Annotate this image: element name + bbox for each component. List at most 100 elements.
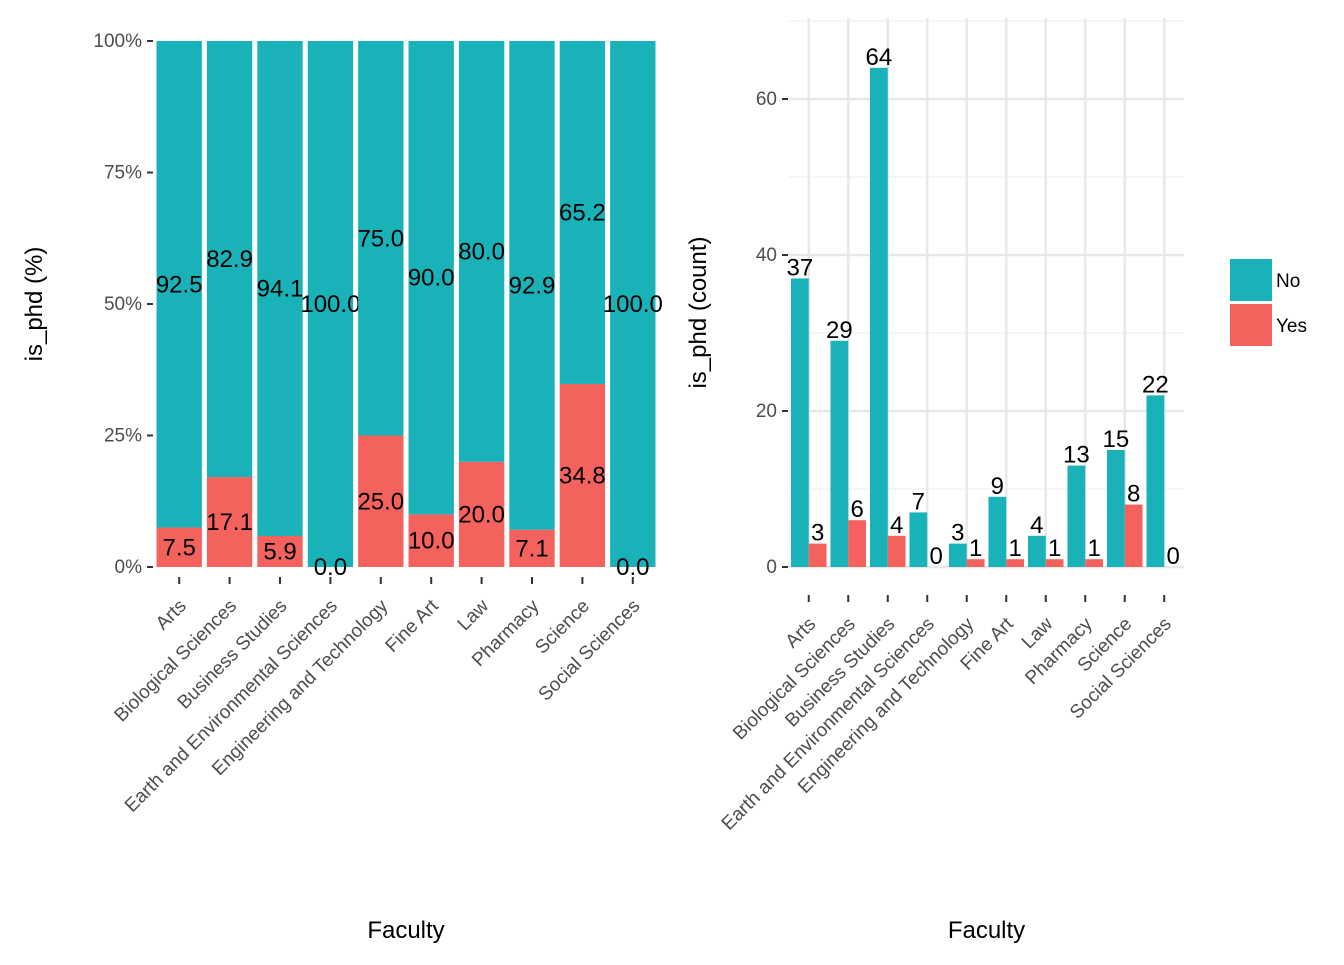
data-label-yes: 7.1 xyxy=(515,535,548,562)
legend-swatch xyxy=(1230,304,1272,346)
bar-no xyxy=(156,41,202,528)
data-label-yes: 1 xyxy=(1048,535,1061,562)
x-tick-label: Earth and Environmental Sciences xyxy=(121,596,342,817)
legend-label: Yes xyxy=(1276,316,1307,337)
data-label-yes: 1 xyxy=(1087,535,1100,562)
y-tick-label: 100% xyxy=(93,31,142,52)
bar-yes xyxy=(559,383,606,567)
data-label-no: 15 xyxy=(1103,426,1130,453)
data-label-yes: 0.0 xyxy=(314,554,347,581)
y-tick-label: 0% xyxy=(115,557,143,578)
data-label-no: 9 xyxy=(991,473,1004,500)
data-label-no: 13 xyxy=(1063,442,1090,469)
bar-no xyxy=(830,340,849,567)
data-label-yes: 5.9 xyxy=(263,538,296,565)
bar-no xyxy=(307,41,354,567)
bar-no xyxy=(257,41,303,536)
bar-no xyxy=(1106,450,1125,567)
data-label-yes: 0.0 xyxy=(616,554,649,581)
data-label-no: 64 xyxy=(866,44,893,71)
bar-yes xyxy=(458,461,505,567)
data-label-yes: 34.8 xyxy=(559,462,606,489)
bar-yes xyxy=(1006,559,1025,567)
data-label-yes: 25.0 xyxy=(357,488,404,515)
bar-yes xyxy=(1045,559,1064,567)
bar-yes xyxy=(257,535,303,567)
bar-no xyxy=(869,67,888,568)
x-tick-label: Law xyxy=(454,595,494,635)
data-label-no: 37 xyxy=(787,254,814,281)
bar-yes xyxy=(1085,559,1104,567)
data-label-no: 94.1 xyxy=(257,275,304,302)
data-label-yes: 1 xyxy=(1008,535,1021,562)
data-label-yes: 6 xyxy=(850,496,863,523)
y-tick-label: 60 xyxy=(756,89,777,110)
data-label-yes: 3 xyxy=(811,520,824,547)
bar-no xyxy=(948,543,967,567)
legend: No Yes xyxy=(1230,259,1307,346)
data-label-no: 29 xyxy=(826,317,853,344)
bar-no xyxy=(206,41,253,478)
bar-no xyxy=(909,512,928,567)
bar-yes xyxy=(358,435,404,567)
bar-yes xyxy=(966,559,985,567)
data-label-no: 90.0 xyxy=(408,265,455,292)
data-label-no: 100.0 xyxy=(603,291,663,318)
y-axis-title: is_phd (%) xyxy=(21,247,48,362)
bar-no xyxy=(1027,535,1046,567)
bar-no xyxy=(408,41,454,515)
data-label-yes: 17.1 xyxy=(206,509,253,536)
y-axis-title: is_phd (count) xyxy=(685,236,712,388)
x-tick-label: Fine Art xyxy=(382,595,444,657)
bar-yes xyxy=(408,514,454,567)
data-label-no: 7 xyxy=(912,488,925,515)
data-label-no: 3 xyxy=(951,520,964,547)
y-tick-label: 40 xyxy=(756,245,777,266)
bar-yes xyxy=(509,529,555,567)
data-label-no: 75.0 xyxy=(357,225,404,252)
data-label-no: 92.9 xyxy=(509,272,556,299)
legend-swatch xyxy=(1230,259,1272,301)
bar-no xyxy=(358,41,404,436)
bar-no xyxy=(509,41,555,530)
data-label-no: 100.0 xyxy=(300,291,360,318)
bar-no xyxy=(458,41,505,462)
x-axis-title: Faculty xyxy=(948,917,1025,944)
bar-yes xyxy=(1124,504,1143,567)
data-label-yes: 1 xyxy=(969,535,982,562)
bar-no xyxy=(1146,395,1165,567)
bar-no xyxy=(790,278,809,567)
data-label-yes: 0 xyxy=(1166,543,1179,570)
y-tick-label: 20 xyxy=(756,401,777,422)
y-tick-label: 75% xyxy=(104,163,142,184)
bar-no xyxy=(988,496,1007,567)
data-label-no: 65.2 xyxy=(559,199,606,226)
data-label-no: 82.9 xyxy=(206,246,253,273)
data-label-yes: 8 xyxy=(1127,481,1140,508)
data-label-yes: 7.5 xyxy=(163,534,196,561)
bar-no xyxy=(610,41,656,567)
bar-yes xyxy=(887,535,906,567)
data-label-no: 4 xyxy=(1030,512,1043,539)
bar-yes xyxy=(206,477,253,567)
data-label-yes: 0 xyxy=(929,543,942,570)
legend-label: No xyxy=(1276,271,1300,292)
bar-no xyxy=(1067,465,1086,567)
data-label-yes: 4 xyxy=(890,512,903,539)
data-label-yes: 10.0 xyxy=(408,528,455,555)
data-label-yes: 20.0 xyxy=(458,501,505,528)
y-tick-label: 50% xyxy=(104,294,142,315)
bar-yes xyxy=(156,527,202,567)
data-label-no: 92.5 xyxy=(156,271,203,298)
bar-no xyxy=(559,41,606,384)
x-tick-label: Arts xyxy=(152,596,191,635)
bar-yes xyxy=(808,543,827,567)
data-label-no: 80.0 xyxy=(458,238,505,265)
x-axis-title: Faculty xyxy=(367,917,444,944)
bar-yes xyxy=(848,520,867,567)
y-tick-label: 25% xyxy=(104,426,142,447)
